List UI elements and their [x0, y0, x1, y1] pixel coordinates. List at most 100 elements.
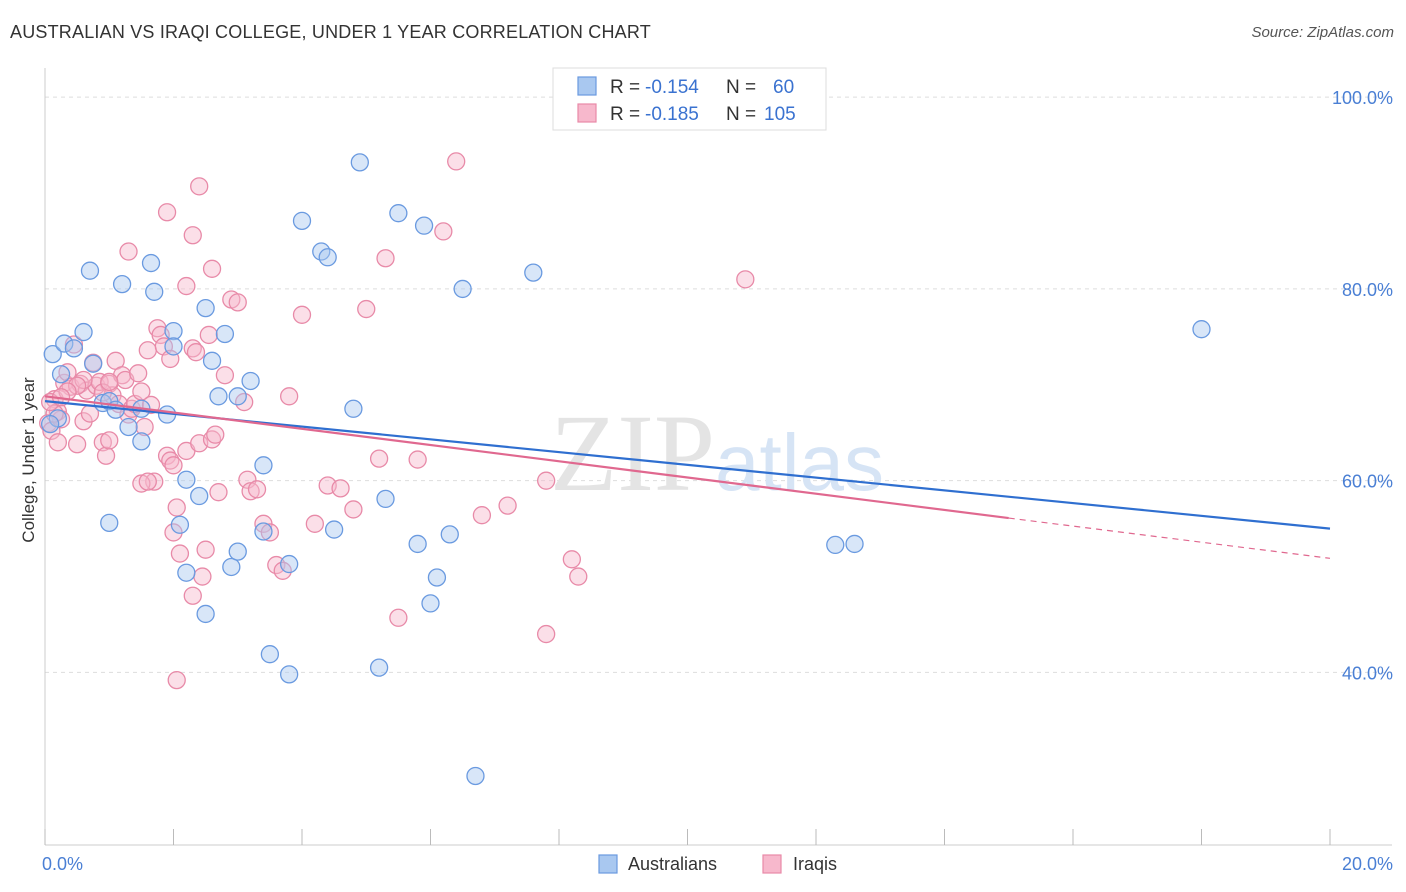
australians-point — [408, 534, 427, 554]
australians-point — [845, 534, 864, 554]
x-tick-label-1: 20.0% — [1342, 854, 1393, 874]
australians-point — [254, 456, 273, 475]
y-tick-label-1: 60.0% — [1342, 472, 1393, 492]
australians-point — [119, 417, 138, 437]
australians-point — [376, 489, 395, 509]
australians-point — [100, 513, 119, 533]
australians-point — [222, 557, 241, 577]
iraqis-point — [67, 376, 87, 395]
iraqis-point — [206, 425, 225, 444]
iraqis-point — [138, 341, 157, 360]
iraqis-point — [344, 500, 363, 519]
iraqis-point — [135, 417, 154, 437]
australians-point — [55, 334, 74, 353]
iraqis-point — [736, 270, 755, 289]
iraqis-point — [186, 343, 206, 362]
bottom-legend-label-australians: Australians — [628, 854, 717, 874]
australians-point — [190, 486, 209, 506]
axes — [44, 68, 1392, 846]
iraqis-point — [199, 325, 218, 345]
iraqis-point — [569, 567, 588, 586]
iraqis-point — [273, 561, 292, 580]
iraqis-point — [157, 203, 177, 222]
series-iraqis — [39, 152, 755, 690]
legend-swatch-australians — [577, 76, 597, 96]
australians-point — [279, 554, 299, 574]
australians-point — [254, 522, 273, 541]
iraqis-point — [193, 567, 212, 586]
y-tick-label-3: 100.0% — [1332, 88, 1393, 108]
iraqis-point — [190, 177, 209, 196]
iraqis-point — [93, 433, 112, 452]
iraqis-point — [167, 498, 186, 517]
iraqis-point — [292, 305, 312, 324]
iraqis-point — [183, 226, 202, 245]
trend-line-iraqis-extension — [1008, 517, 1331, 559]
australians-point — [389, 204, 408, 223]
trend-line-iraqis — [44, 395, 1009, 520]
watermark: ZIP atlas — [550, 392, 884, 514]
legend-r-label-2: R = — [610, 104, 640, 125]
iraqis-point — [167, 670, 186, 690]
iraqis-point — [331, 479, 350, 498]
iraqis-point — [77, 381, 96, 400]
australians-point — [414, 216, 434, 235]
iraqis-point — [170, 544, 190, 563]
australians-point — [132, 432, 151, 451]
legend-n-value-2: 105 — [764, 104, 796, 125]
legend-n-label-1: N = — [726, 77, 756, 98]
y-axis-title: College, Under 1 year — [19, 377, 38, 543]
australians-point — [177, 470, 196, 489]
iraqis-point — [215, 366, 235, 385]
iraqis-point — [164, 456, 183, 475]
legend-r-label-1: R = — [610, 77, 640, 98]
iraqis-point — [132, 474, 151, 493]
australians-point — [74, 322, 93, 342]
australians-point — [292, 211, 312, 231]
iraqis-point — [537, 471, 556, 490]
iraqis-point — [96, 446, 116, 465]
iraqis-point — [434, 222, 453, 241]
australians-point — [43, 344, 62, 364]
australians-point — [177, 563, 196, 582]
trend-lines — [44, 395, 1331, 559]
australians-point — [51, 365, 71, 384]
iraqis-point — [376, 249, 395, 268]
iraqis-point — [498, 496, 517, 515]
legend-r-value-1: -0.154 — [645, 77, 699, 98]
australians-point — [524, 263, 543, 282]
iraqis-point — [260, 523, 280, 542]
australians-point — [279, 665, 299, 684]
iraqis-point — [305, 514, 325, 533]
iraqis-point — [67, 435, 87, 454]
series-legend: Australians Iraqis — [598, 854, 837, 874]
australians-point — [421, 594, 440, 613]
australians-point — [164, 321, 183, 341]
y-tick-label-2: 80.0% — [1342, 280, 1393, 300]
stats-legend-box — [552, 67, 827, 131]
australians-point — [196, 298, 215, 318]
australians-point — [260, 645, 280, 664]
iraqis-point — [389, 608, 408, 627]
iraqis-point — [138, 472, 157, 491]
australians-point — [141, 253, 161, 273]
australians-point — [202, 351, 222, 370]
iraqis-point — [228, 293, 247, 312]
watermark-atlas: atlas — [715, 418, 884, 507]
iraqis-point — [357, 299, 376, 319]
iraqis-point — [129, 364, 148, 383]
x-tick-label-0: 0.0% — [42, 854, 83, 874]
legend-r-value-2: -0.185 — [645, 104, 699, 125]
australians-point — [369, 658, 389, 677]
grid-lines — [45, 96, 1392, 673]
iraqis-point — [279, 387, 299, 406]
iraqis-point — [447, 152, 466, 171]
iraqis-point — [238, 470, 257, 489]
bottom-legend-label-iraqis: Iraqis — [793, 854, 837, 874]
iraqis-point — [369, 449, 389, 468]
iraqis-point — [100, 372, 119, 392]
iraqis-point — [472, 506, 492, 525]
australians-point — [145, 282, 164, 301]
australians-point — [440, 525, 459, 544]
